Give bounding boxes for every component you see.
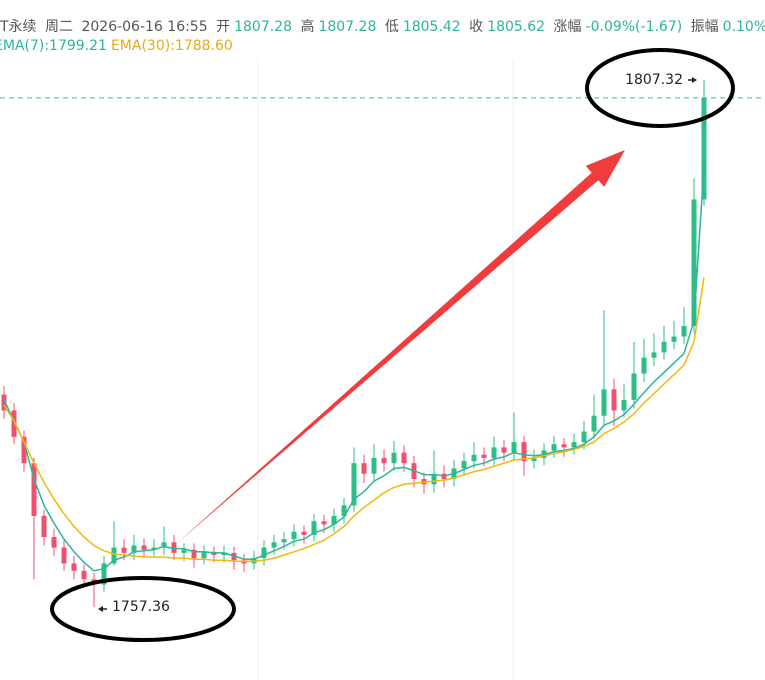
datetime: 2026-06-16 16:55 bbox=[81, 19, 208, 35]
candle-body bbox=[531, 457, 537, 462]
candle-body bbox=[571, 442, 577, 448]
pointer-arrow bbox=[688, 77, 697, 83]
candle-body bbox=[131, 545, 137, 553]
candle-body bbox=[691, 199, 697, 327]
candle-body bbox=[21, 436, 27, 464]
label: 高 bbox=[300, 19, 315, 35]
pointer-arrow bbox=[98, 606, 107, 612]
candle-body bbox=[661, 341, 667, 353]
candle-body bbox=[621, 399, 627, 411]
weekday: 周二 bbox=[45, 19, 74, 35]
candle-body bbox=[191, 549, 197, 559]
candle-body bbox=[111, 547, 117, 564]
candle-body bbox=[371, 457, 377, 474]
symbol: T永续 bbox=[0, 19, 37, 35]
candle-body bbox=[591, 415, 597, 432]
candle-body bbox=[431, 473, 437, 485]
candle-body bbox=[501, 447, 507, 453]
value: -0.09%(-1.67) bbox=[585, 19, 683, 35]
highlight-ellipse bbox=[50, 576, 236, 642]
candle-body bbox=[651, 352, 657, 358]
candle-body bbox=[41, 515, 47, 538]
candle-body bbox=[581, 431, 587, 443]
candle-body bbox=[121, 547, 127, 553]
candle-body bbox=[391, 452, 397, 464]
candle-body bbox=[11, 410, 17, 437]
value: 1805.62 bbox=[487, 19, 546, 35]
trend-arrow bbox=[175, 150, 625, 545]
label: 涨幅 bbox=[553, 19, 582, 35]
candle-body bbox=[161, 542, 167, 548]
candle-body bbox=[481, 454, 487, 458]
ema-line: EMA(7):1799.21 EMA(30):1788.60 bbox=[0, 38, 237, 54]
candle-body bbox=[81, 570, 87, 580]
value: 1807.28 bbox=[234, 19, 292, 35]
candle-body bbox=[471, 454, 477, 462]
ema-label: EMA(7):1799.21 bbox=[0, 38, 107, 54]
candle-body bbox=[701, 97, 707, 200]
candle-body bbox=[401, 452, 407, 464]
candle-body bbox=[331, 515, 337, 525]
candle-body bbox=[221, 552, 227, 555]
ema-label: EMA(30):1788.60 bbox=[110, 38, 233, 54]
candle-body bbox=[271, 542, 277, 548]
highlight-ellipse bbox=[585, 48, 735, 128]
high-label: 1807.32 bbox=[625, 72, 683, 88]
candle-body bbox=[461, 461, 467, 469]
candle-body bbox=[201, 551, 207, 559]
value: 0.10% bbox=[722, 19, 765, 35]
candle-body bbox=[511, 442, 517, 453]
candle-body bbox=[381, 457, 387, 464]
candle-body bbox=[611, 389, 617, 411]
candle-body bbox=[551, 444, 557, 451]
candle-body bbox=[71, 563, 77, 571]
candle-body bbox=[681, 326, 687, 337]
label: 振幅 bbox=[690, 19, 719, 35]
candle-body bbox=[561, 444, 567, 448]
ema-line bbox=[3, 277, 705, 563]
value: 1805.42 bbox=[402, 19, 461, 35]
candle-body bbox=[491, 447, 497, 458]
candle-body bbox=[261, 547, 267, 559]
candle-body bbox=[101, 563, 107, 585]
candle-body bbox=[301, 531, 307, 535]
candle-body bbox=[351, 463, 357, 506]
candle-body bbox=[521, 442, 527, 462]
candle-body bbox=[61, 547, 67, 564]
candle-body bbox=[341, 505, 347, 516]
label: 低 bbox=[384, 19, 399, 35]
candle-body bbox=[601, 389, 607, 416]
plot bbox=[0, 79, 765, 608]
candle-body bbox=[181, 549, 187, 553]
low-label: 1757.36 bbox=[112, 599, 170, 615]
candle-body bbox=[281, 539, 287, 543]
candle-body bbox=[141, 545, 147, 550]
candle-body bbox=[631, 373, 637, 400]
candle-body bbox=[671, 336, 677, 342]
candle-body bbox=[171, 542, 177, 553]
value: 1807.28 bbox=[318, 19, 377, 35]
candle-body bbox=[291, 531, 297, 540]
ema-line bbox=[3, 165, 705, 572]
candle-body bbox=[51, 537, 57, 548]
candle-body bbox=[151, 547, 157, 550]
candle-body bbox=[321, 521, 327, 525]
header-line: T永续 周二 2026-06-16 16:55 开 1807.28 高 1807.2… bbox=[0, 16, 765, 36]
candle-body bbox=[361, 463, 367, 474]
candle-body bbox=[31, 463, 37, 516]
label: 收 bbox=[469, 19, 484, 35]
candle-body bbox=[641, 357, 647, 374]
candle-body bbox=[1, 394, 7, 411]
label: 开 bbox=[216, 19, 231, 35]
candle-body bbox=[311, 521, 317, 535]
